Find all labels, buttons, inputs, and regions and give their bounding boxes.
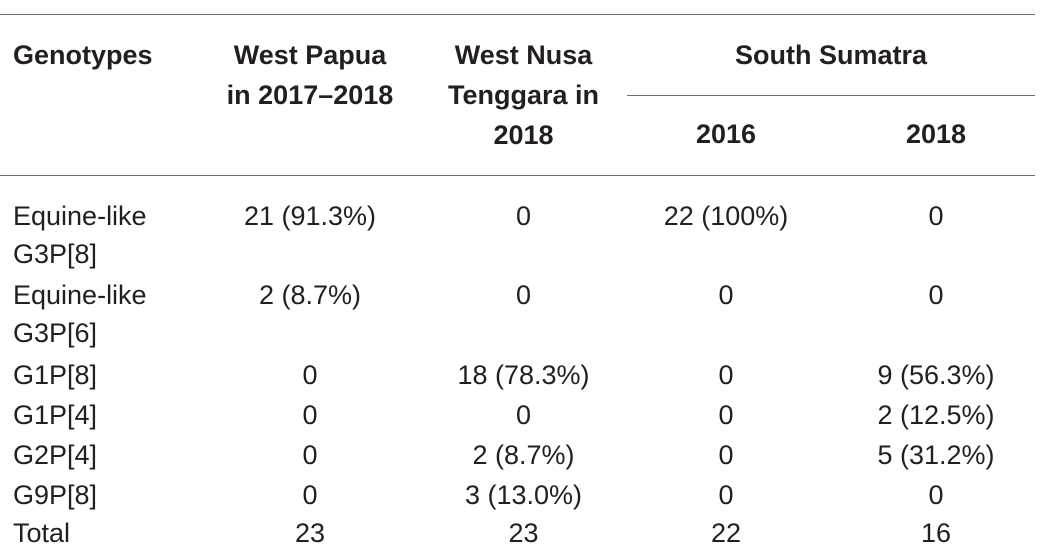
- header-west-papua-line-1: West Papua: [233, 40, 387, 70]
- table-cell: 2 (8.7%): [258, 280, 362, 310]
- table-cell: 9 (56.3%): [877, 360, 995, 390]
- top-rule: [0, 14, 1035, 15]
- row-genotype-line: G9P[8]: [13, 480, 98, 510]
- table-cell: 0: [515, 280, 532, 310]
- table-cell: 0: [928, 280, 944, 310]
- table-cell: 18 (78.3%): [457, 360, 590, 390]
- header-bottom-rule: [0, 175, 1035, 176]
- table-cell: 5 (31.2%): [877, 440, 995, 470]
- header-south-sumatra: South Sumatra: [734, 40, 928, 70]
- table-cell: 3 (13.0%): [464, 480, 583, 510]
- table-cell: 0: [718, 280, 734, 310]
- header-west-nusa-line-2: Tenggara in: [447, 80, 600, 110]
- table-cell: 23: [294, 518, 326, 548]
- header-west-papua-line-2: in 2017–2018: [226, 80, 394, 110]
- header-west-nusa-line-3: 2018: [493, 120, 554, 150]
- row-genotype: G2P[4]: [13, 436, 97, 474]
- table-cell: 0: [302, 360, 318, 390]
- table-cell: 0: [718, 400, 734, 430]
- table-cell: 0: [302, 400, 318, 430]
- header-west-nusa-tenggara: West Nusa Tenggara in 2018: [421, 35, 626, 155]
- header-year-2016: 2016: [695, 119, 757, 149]
- table-cell: 0: [928, 201, 944, 231]
- row-genotype-line: G1P[8]: [13, 360, 98, 390]
- row-genotype-line: G2P[4]: [13, 440, 98, 470]
- table-cell: 0: [302, 440, 318, 470]
- header-west-nusa-line-1: West Nusa: [454, 40, 593, 70]
- table-cell: 0: [302, 480, 318, 510]
- table-cell: 0: [718, 440, 734, 470]
- row-genotype-line: Equine-like: [13, 201, 147, 231]
- row-genotype: Equine-like G3P[8]: [13, 197, 147, 273]
- south-sumatra-rule: [627, 95, 1035, 96]
- table-cell: 2 (8.7%): [472, 440, 575, 470]
- table-cell: 0: [718, 480, 734, 510]
- row-genotype-line: Equine-like: [13, 280, 147, 310]
- row-genotype-line: G3P[8]: [13, 239, 98, 269]
- header-west-papua: West Papua in 2017–2018: [205, 35, 415, 115]
- row-genotype: Total: [13, 514, 70, 552]
- table-cell: 0: [515, 201, 532, 231]
- row-genotype: Equine-like G3P[6]: [13, 276, 147, 352]
- table-cell: 22: [710, 518, 742, 548]
- header-year-2018: 2018: [905, 119, 967, 149]
- table-cell: 2 (12.5%): [877, 400, 995, 430]
- table-cell: 0: [718, 360, 734, 390]
- header-genotypes: Genotypes: [13, 40, 153, 70]
- row-genotype-line: G3P[6]: [13, 318, 98, 348]
- table-cell: 21 (91.3%): [243, 201, 377, 231]
- table-cell: 23: [508, 518, 539, 548]
- row-genotype-line: G1P[4]: [13, 400, 98, 430]
- table-cell: 22 (100%): [663, 201, 789, 231]
- table-cell: 16: [920, 518, 952, 548]
- row-genotype: G1P[8]: [13, 356, 97, 394]
- row-genotype: G1P[4]: [13, 396, 97, 434]
- table-cell: 0: [515, 400, 532, 430]
- row-genotype-line: Total: [13, 518, 71, 548]
- table-cell: 0: [928, 480, 944, 510]
- row-genotype: G9P[8]: [13, 476, 97, 514]
